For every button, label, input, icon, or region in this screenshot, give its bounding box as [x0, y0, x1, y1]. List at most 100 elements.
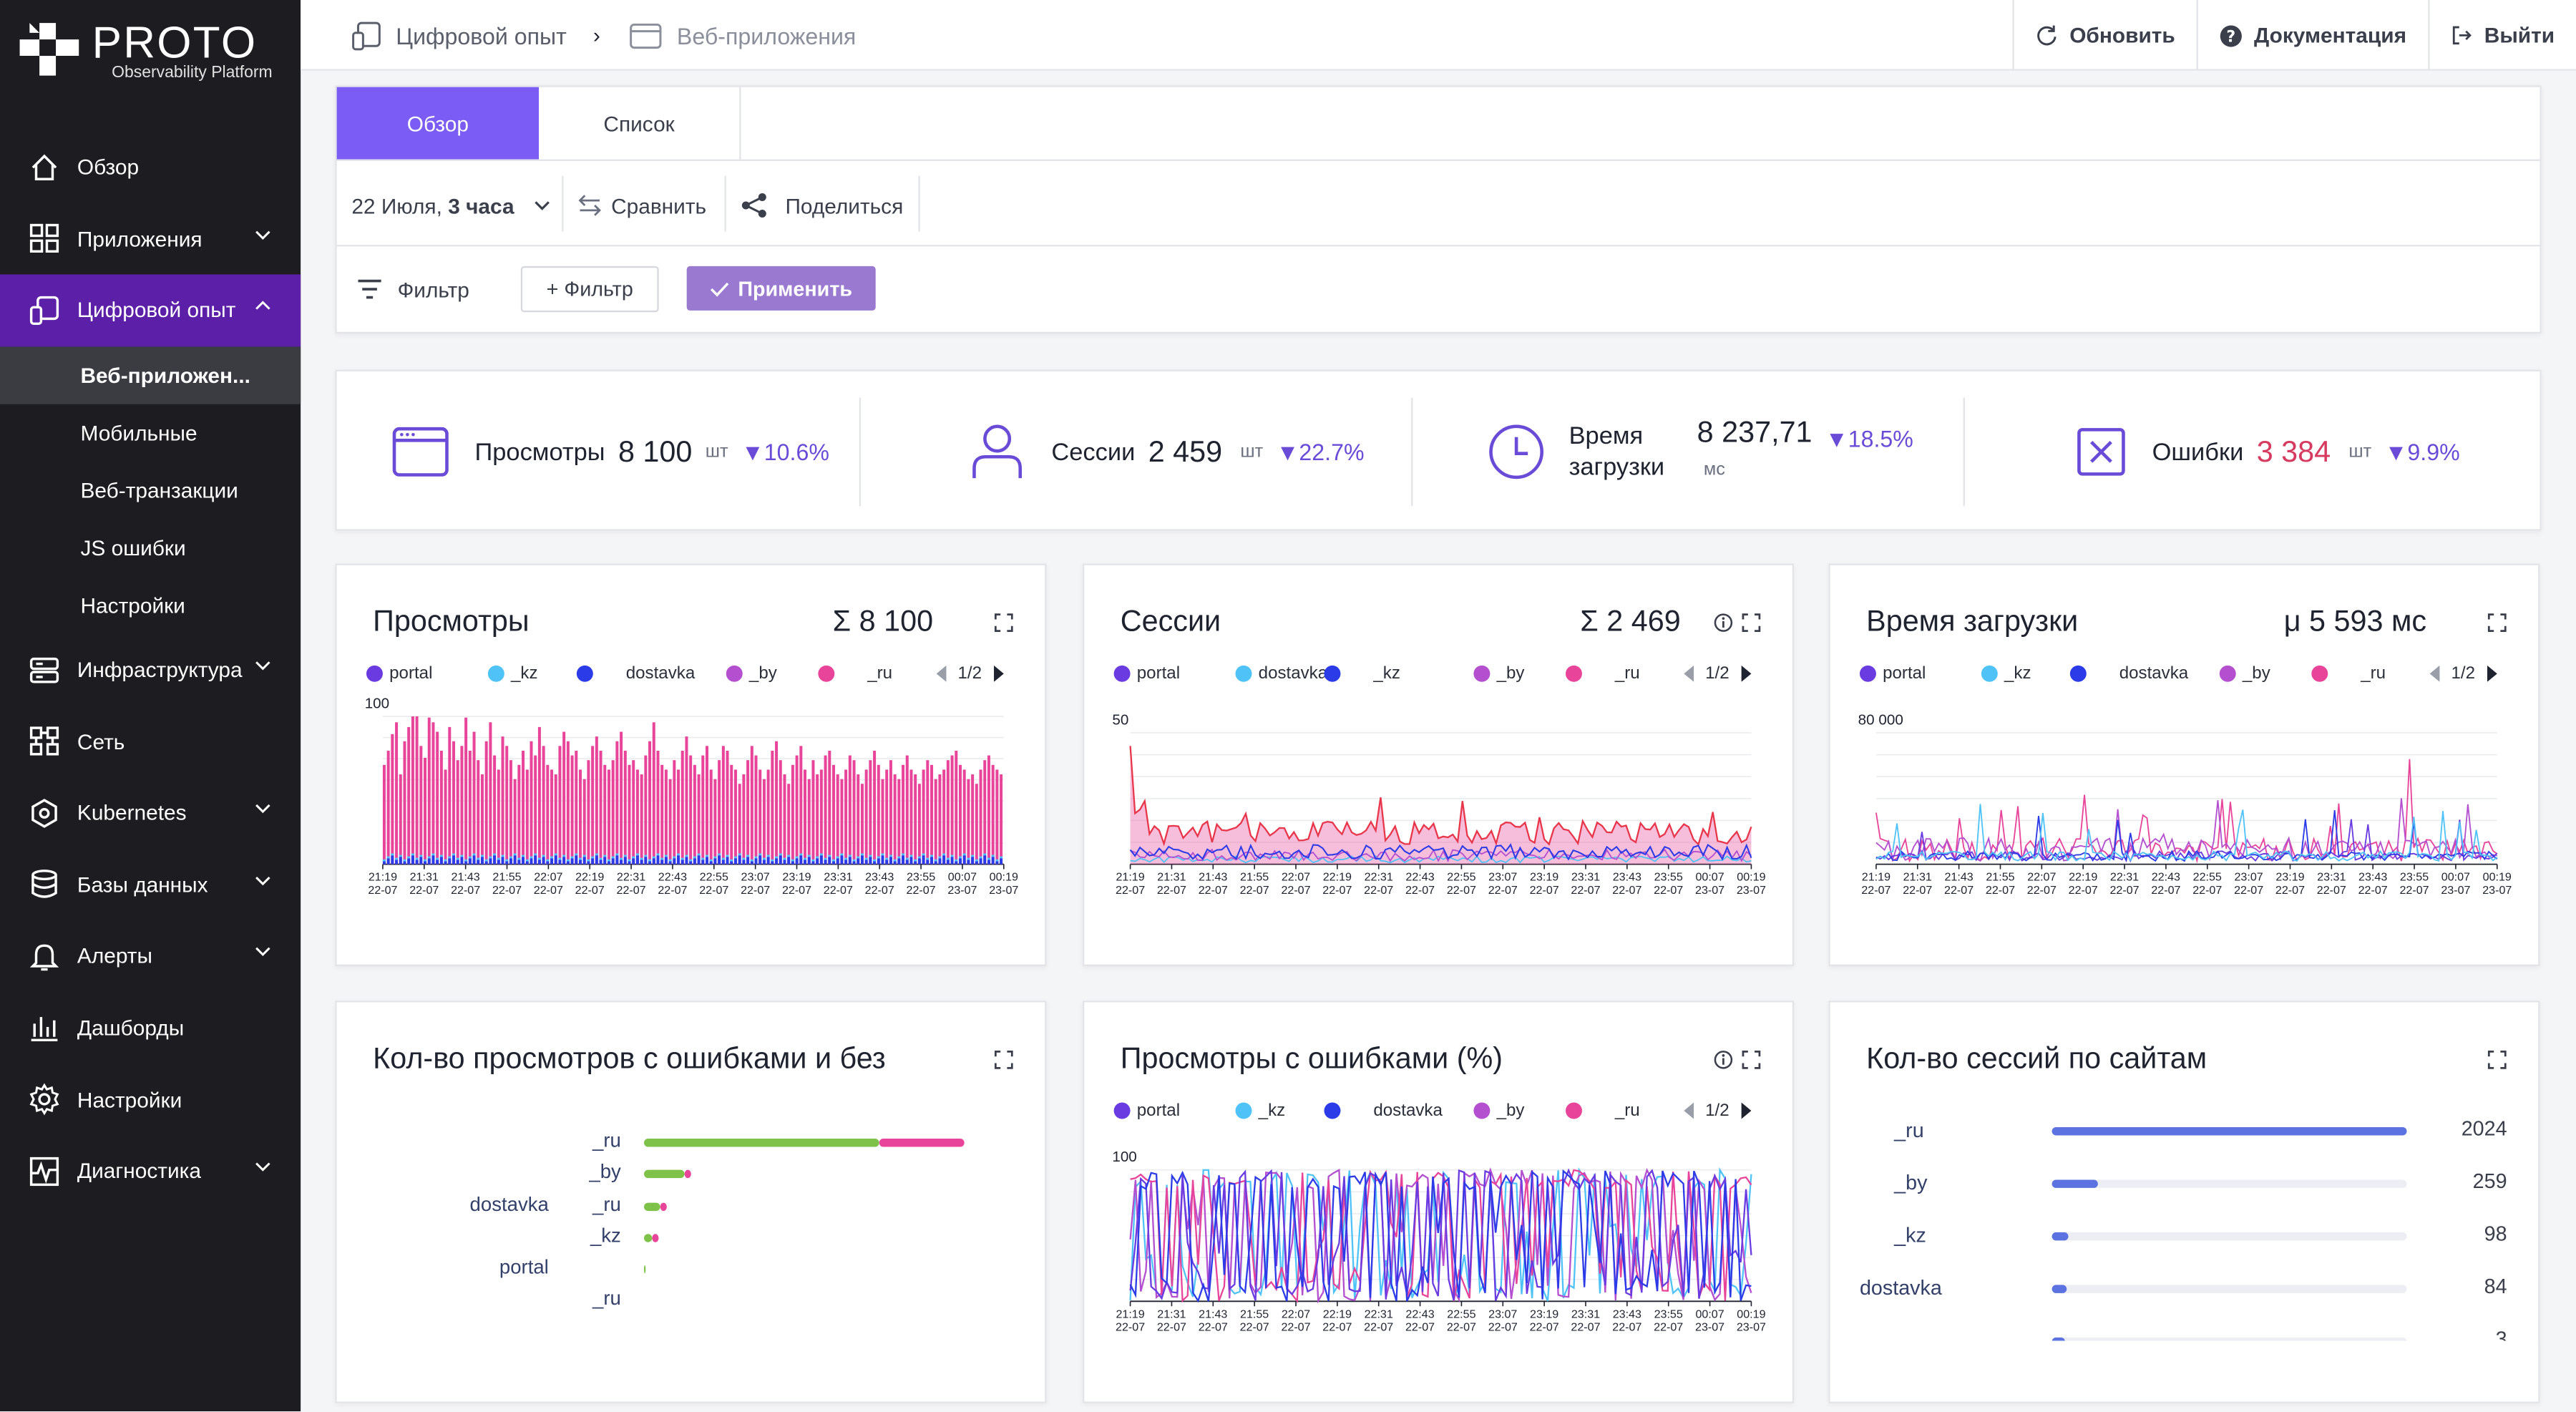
info-icon[interactable] — [1714, 1048, 1734, 1069]
next-page-icon[interactable] — [1739, 1102, 1752, 1119]
bar-kz — [733, 856, 737, 859]
bar-kz — [424, 859, 427, 862]
date-range-select[interactable]: 22 Июля, 3 часа — [351, 172, 562, 238]
legend-item[interactable]: dostavka — [576, 664, 695, 683]
breadcrumb-web-apps[interactable]: Веб-приложения — [629, 0, 856, 71]
legend-item[interactable]: _ru — [1565, 1101, 1640, 1121]
sidebar-item-2[interactable]: Цифровой опыт — [0, 274, 301, 346]
prev-page-icon[interactable] — [1682, 665, 1695, 682]
next-page-icon[interactable] — [2485, 665, 2498, 682]
logo[interactable]: PROTO Observability Platform — [16, 16, 296, 82]
sidebar-item-1[interactable]: Приложения — [0, 203, 301, 275]
x-tick-time: 00:19 — [1737, 1309, 1766, 1321]
sidebar-item-8[interactable]: Дашборды — [0, 992, 301, 1063]
bar-ru — [677, 769, 680, 865]
sidebar-item-3[interactable]: Инфраструктура — [0, 634, 301, 706]
legend-item[interactable]: _by — [2219, 664, 2270, 683]
legend-item[interactable]: portal — [1113, 664, 1180, 683]
bar-kz — [831, 859, 835, 862]
sidebar-subitem-1[interactable]: Мобильные — [80, 420, 197, 445]
expand-icon[interactable] — [2487, 611, 2507, 633]
legend-item[interactable]: dostavka — [1324, 1101, 1443, 1121]
bar-ru — [848, 755, 852, 865]
series-ru-line-area — [1130, 746, 1752, 865]
expand-icon[interactable] — [994, 1048, 1014, 1069]
logout-button[interactable]: Выйти — [2428, 0, 2576, 71]
sidebar-item-4[interactable]: Сеть — [0, 706, 301, 777]
bar-dostavka — [746, 857, 750, 865]
expand-icon[interactable] — [2487, 1048, 2507, 1069]
legend-item[interactable]: _kz — [487, 664, 538, 683]
legend-item[interactable]: _by — [1473, 664, 1524, 683]
series-dostavka-line — [1129, 843, 1752, 861]
bar-ru — [497, 769, 500, 865]
x-tick-label: 22:43 22-07 — [1400, 1310, 1440, 1334]
bar-dostavka — [456, 860, 459, 865]
x-tick-date: 22-07 — [2192, 885, 2223, 897]
tab-list[interactable]: Список — [539, 87, 741, 160]
legend-item[interactable]: dostavka — [1235, 664, 1327, 683]
legend-item[interactable]: _by — [726, 664, 777, 683]
share-button[interactable]: Поделиться — [739, 172, 913, 238]
breadcrumb-digital-experience[interactable]: Цифровой опыт — [350, 0, 567, 71]
expand-icon[interactable] — [1742, 1048, 1762, 1069]
bar-ru — [771, 750, 774, 865]
x-tick-date: 22-07 — [1239, 885, 1269, 897]
bar-kz — [591, 856, 595, 859]
sidebar-subitem-4[interactable]: Настройки — [80, 593, 185, 618]
sidebar-item-6[interactable]: Базы данных — [0, 849, 301, 920]
refresh-button[interactable]: Обновить — [2012, 0, 2196, 71]
bar-ru — [582, 779, 586, 865]
sidebar-subitem-0[interactable]: Веб-приложен... — [0, 346, 301, 404]
expand-icon[interactable] — [1742, 611, 1762, 633]
legend-item[interactable]: _kz — [1324, 664, 1400, 683]
sidebar-item-5[interactable]: Kubernetes — [0, 777, 301, 849]
x-tick-date: 22-07 — [781, 885, 812, 897]
sidebar-item-0[interactable]: Обзор — [0, 132, 301, 203]
legend-item[interactable]: _kz — [1981, 664, 2031, 683]
info-icon[interactable] — [1714, 611, 1734, 632]
error-x-icon — [2077, 428, 2125, 476]
bar-kz — [914, 859, 917, 862]
filter-toggle[interactable]: Фильтр — [356, 256, 504, 322]
legend-item[interactable]: _ru — [2311, 664, 2386, 683]
expand-icon[interactable] — [994, 611, 1014, 633]
legend-item[interactable]: _kz — [1235, 1101, 1285, 1121]
x-tick-time: 21:19 — [368, 872, 398, 885]
sidebar-item-10[interactable]: Диагностика — [0, 1135, 301, 1207]
prev-page-icon[interactable] — [1682, 1102, 1695, 1119]
tab-overview[interactable]: Обзор — [336, 87, 540, 160]
sidebar-subitem-2[interactable]: Веб-транзакции — [80, 477, 238, 503]
next-page-icon[interactable] — [1739, 665, 1752, 682]
legend-item[interactable]: _ru — [1565, 664, 1640, 683]
documentation-button[interactable]: ? Документация — [2196, 0, 2429, 71]
x-tick-label: 22:07 22-07 — [1276, 872, 1315, 897]
filter-icon — [358, 279, 381, 299]
legend-item[interactable]: dostavka — [2069, 664, 2188, 683]
bar-kz — [534, 853, 537, 856]
sidebar-item-9[interactable]: Настройки — [0, 1063, 301, 1135]
chart-plot — [1129, 732, 1752, 870]
bar-ru — [635, 769, 639, 865]
row-label: _ru — [592, 1129, 621, 1152]
bar-ru — [456, 760, 459, 865]
legend-item[interactable]: _ru — [818, 664, 892, 683]
bar-ok — [643, 1139, 879, 1147]
legend-dot — [2069, 665, 2087, 682]
legend-item[interactable]: portal — [1113, 1101, 1180, 1121]
add-filter-button[interactable]: + Фильтр — [520, 266, 659, 313]
x-tick-time: 21:19 — [1116, 1309, 1145, 1321]
prev-page-icon[interactable] — [935, 665, 947, 682]
sidebar-subitem-3[interactable]: JS ошибки — [80, 535, 186, 560]
bar-ru — [905, 755, 909, 865]
apply-label: Применить — [738, 276, 853, 301]
sidebar-item-7[interactable]: Алерты — [0, 920, 301, 992]
apply-button[interactable]: Применить — [686, 266, 876, 311]
next-page-icon[interactable] — [992, 665, 1005, 682]
prev-page-icon[interactable] — [2428, 665, 2441, 682]
compare-button[interactable]: Сравнить — [577, 172, 721, 238]
legend-item[interactable]: _by — [1473, 1101, 1524, 1121]
legend-item[interactable]: portal — [1859, 664, 1926, 683]
legend-item[interactable]: portal — [366, 664, 432, 683]
x-tick-time: 22:19 — [1322, 872, 1352, 885]
